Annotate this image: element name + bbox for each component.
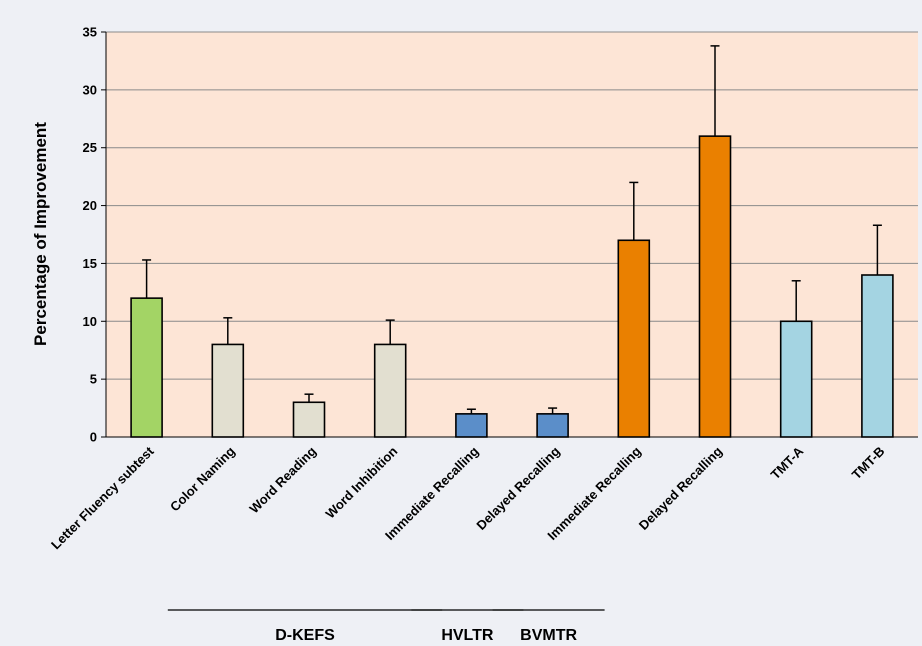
- y-tick-label: 5: [90, 372, 97, 387]
- x-tick-label: TMT-B: [849, 444, 888, 483]
- x-tick-label: Word Inhibition: [322, 443, 400, 521]
- x-tick-labels: Letter Fluency subtest Color Naming Word R…: [48, 443, 887, 552]
- y-tick-labels: 0 5 10 15 20 25 30 35: [83, 25, 106, 445]
- bar: [373, 343, 407, 438]
- y-tick-label: 15: [83, 256, 97, 271]
- x-tick-label: Color Naming: [167, 443, 238, 514]
- x-tick-label: Delayed Recalling: [473, 443, 562, 532]
- bar: [130, 297, 163, 438]
- group-label: BVMTR: [520, 627, 577, 644]
- bar: [536, 413, 569, 438]
- bars: [130, 135, 894, 438]
- group-label: D-KEFS: [275, 627, 335, 644]
- y-tick-label: 35: [83, 25, 97, 40]
- bar: [861, 274, 894, 438]
- y-tick-label: 25: [83, 140, 97, 155]
- y-axis-title: Percentage of Improvement: [31, 122, 50, 346]
- x-tick-label: Delayed Recalling: [636, 443, 725, 532]
- group-labels: D-KEFS HVLTR BVMTR: [167, 609, 605, 644]
- x-tick-label: Word Reading: [246, 443, 319, 516]
- x-tick-label: Immediate Recalling: [544, 443, 644, 543]
- x-tick-label: Letter Fluency subtest: [48, 443, 157, 552]
- bar: [211, 343, 245, 438]
- bar: [617, 239, 651, 438]
- group-label: HVLTR: [441, 627, 494, 644]
- bar: [455, 413, 488, 438]
- x-tick-label: Immediate Recalling: [382, 443, 482, 543]
- bar: [698, 135, 732, 438]
- y-tick-label: 30: [83, 82, 97, 97]
- error-bars: [142, 45, 882, 414]
- y-tick-label: 0: [90, 430, 97, 445]
- x-tick-label: TMT-A: [768, 443, 807, 482]
- bar: [779, 320, 813, 438]
- bar: [292, 401, 326, 438]
- y-tick-label: 20: [83, 198, 97, 213]
- y-tick-label: 10: [83, 314, 97, 329]
